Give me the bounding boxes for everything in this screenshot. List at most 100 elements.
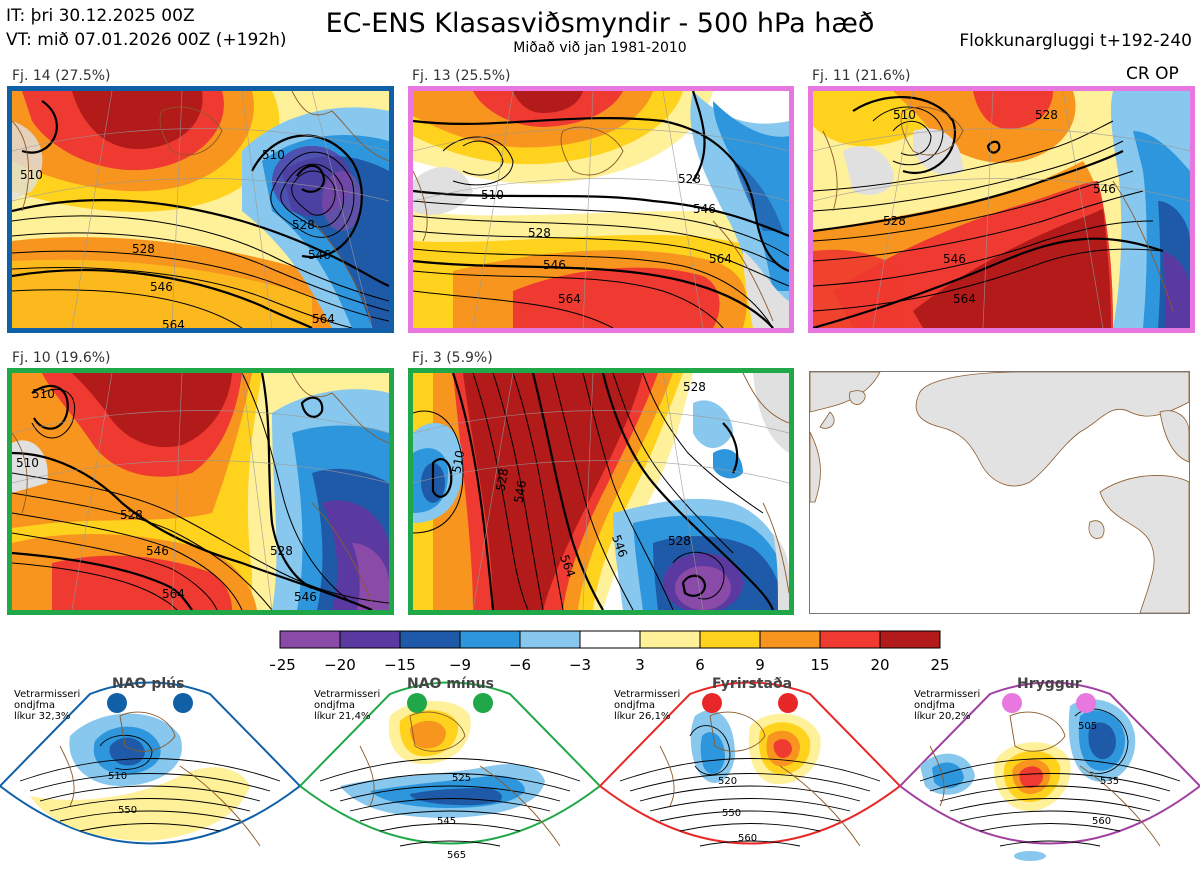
colorbar-cell — [459, 630, 521, 649]
colorbar-cell — [819, 630, 881, 649]
colorbar-tick-label: 25 — [930, 656, 949, 674]
regime-contour-label: 505 — [1078, 721, 1097, 732]
contour-label: 546 — [1093, 182, 1116, 196]
colorbar-cell — [399, 630, 461, 649]
colorbar-tick-label: −20 — [324, 656, 356, 674]
regime-blocking: 520 550 560 Fyrirstaða Vetrarmisseri ond… — [600, 676, 900, 871]
contour-label: 528 — [1035, 108, 1058, 122]
colorbar-tick-label: 6 — [695, 656, 705, 674]
contour-label: 528 — [678, 172, 701, 186]
colorbar-cell — [519, 630, 581, 649]
regime-ridge: 505 535 560 Hryggur Vetrarmisseri ondjfm… — [900, 676, 1200, 871]
classification-window: Flokkunargluggi t+192-240 — [959, 31, 1192, 51]
colorbar-cell — [699, 630, 761, 649]
colorbar-cell — [639, 630, 701, 649]
cluster-map-14: 510 528 546 564 510 528 546 564 — [7, 86, 394, 333]
colorbar-tick-label: 15 — [810, 656, 829, 674]
regime-marker — [1002, 693, 1022, 713]
contour-label: 564 — [558, 292, 581, 306]
control-operational-tag: CR OP — [1126, 64, 1179, 84]
contour-label: 564 — [953, 292, 976, 306]
regime-name: Fyrirstaða — [712, 676, 793, 692]
cluster-label-3: Fj. 3 (5.9%) — [412, 350, 493, 366]
regime-contour-label: 550 — [722, 808, 741, 819]
regime-info: Vetrarmisseri ondjfma líkur 26,1% — [614, 689, 681, 722]
contour-label: 528 — [270, 544, 293, 558]
colorbar-tick-label: 3 — [635, 656, 645, 674]
contour-label: 528 — [883, 214, 906, 228]
regime-marker — [702, 693, 722, 713]
regime-contour-label: 560 — [738, 833, 757, 844]
contour-label: 528 — [683, 380, 706, 394]
regime-name: Hryggur — [1017, 676, 1082, 692]
colorbar-tick-label: −15 — [384, 656, 416, 674]
contour-label: 528 — [528, 226, 551, 240]
cluster-map-11: 510 528 546 564 528 546 — [808, 86, 1195, 333]
regime-name: NAO mínus — [407, 676, 494, 692]
colorbar-tick-label: −9 — [449, 656, 471, 674]
regime-contour-label: 525 — [452, 773, 471, 784]
regime-marker — [173, 693, 193, 713]
colorbar-tick-label: −3 — [569, 656, 591, 674]
cluster-label-10: Fj. 10 (19.6%) — [12, 350, 111, 366]
cluster-map-13: 510 528 546 564 546 564 528 — [408, 86, 794, 333]
contour-label: 546 — [294, 590, 317, 604]
contour-label: 528 — [120, 508, 143, 522]
colorbar-tick-label: 20 — [870, 656, 889, 674]
contour-label: 528 — [493, 467, 511, 492]
colorbar-tick-label: −6 — [509, 656, 531, 674]
cluster-map-10: 510 528 546 564 528 546 510 — [7, 368, 394, 615]
regime-contour-label: 535 — [1100, 776, 1119, 787]
page-title: EC-ENS Klasasviðsmyndir - 500 hPa hæð — [325, 8, 875, 39]
contour-label: 528 — [668, 534, 691, 548]
cluster-label-14: Fj. 14 (27.5%) — [12, 68, 111, 84]
contour-label: 510 — [893, 108, 916, 122]
contour-label: 546 — [308, 248, 331, 262]
contour-label: 564 — [162, 587, 185, 601]
regime-contour-label: 510 — [108, 771, 127, 782]
regime-contour-label: 560 — [1092, 816, 1111, 827]
cluster-label-11: Fj. 11 (21.6%) — [812, 68, 911, 84]
contour-label: 510 — [481, 188, 504, 202]
regime-contour-label: 565 — [447, 850, 466, 861]
contour-label: 546 — [146, 544, 169, 558]
regime-marker — [473, 693, 493, 713]
colorbar-tick-label: 9 — [755, 656, 765, 674]
regime-marker — [1076, 693, 1096, 713]
contour-label: 546 — [511, 479, 529, 504]
contour-label: 528 — [292, 218, 315, 232]
empty-base-map — [809, 371, 1190, 614]
regime-marker — [107, 693, 127, 713]
contour-label: 546 — [543, 258, 566, 272]
cluster-label-13: Fj. 13 (25.5%) — [412, 68, 511, 84]
contour-label: 510 — [262, 148, 285, 162]
colorbar-cell — [279, 630, 341, 649]
contour-label: 564 — [709, 252, 732, 266]
contour-label: 546 — [943, 252, 966, 266]
colorbar-cell — [339, 630, 401, 649]
colorbar-cell — [879, 630, 941, 649]
colorbar-cell — [759, 630, 821, 649]
valid-time: VT: mið 07.01.2026 00Z (+192h) — [6, 30, 287, 50]
regime-info: Vetrarmisseri ondjfma líkur 20,2% — [914, 689, 981, 722]
regime-nao-minus: 525 545 565 NAO mínus Vetrarmisseri ondj… — [300, 676, 600, 871]
regime-contour-label: 545 — [437, 816, 456, 827]
initial-time: IT: þri 30.12.2025 00Z — [6, 6, 195, 26]
regime-contour-label: 520 — [718, 776, 737, 787]
contour-label: 510 — [16, 456, 39, 470]
regime-marker — [407, 693, 427, 713]
regime-name: NAO plús — [112, 676, 185, 692]
regime-info: Vetrarmisseri ondjfma líkur 21,4% — [314, 689, 381, 722]
contour-label: 510 — [449, 449, 467, 474]
regime-nao-plus: 510 550 NAO plús Vetrarmisseri ondjfma l… — [0, 676, 300, 871]
contour-label: 546 — [150, 280, 173, 294]
contour-label: 546 — [693, 202, 716, 216]
contour-label: 564 — [312, 312, 335, 326]
anomaly-colorbar: −25 −20 −15 −9 −6 −3 3 6 9 15 20 25 — [270, 630, 950, 674]
contour-label: 528 — [132, 242, 155, 256]
page-subtitle: Miðað við jan 1981-2010 — [513, 40, 687, 56]
contour-label: 564 — [162, 318, 185, 328]
regime-info: Vetrarmisseri ondjfma líkur 32,3% — [14, 689, 81, 722]
contour-label: 510 — [32, 387, 55, 401]
colorbar-tick-label: −25 — [270, 656, 296, 674]
